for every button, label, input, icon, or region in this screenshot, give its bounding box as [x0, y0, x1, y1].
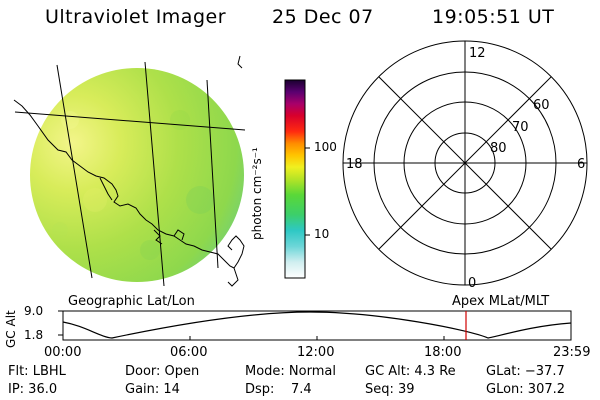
colorbar [284, 79, 310, 279]
instrument-title: Ultraviolet Imager [45, 6, 227, 28]
polar-lat-80: 80 [490, 141, 507, 156]
info-seq: Seq: 39 [365, 382, 415, 397]
observation-date: 25 Dec 07 [272, 6, 374, 28]
coastline [13, 55, 245, 287]
timeline-xtick-0600: 06:00 [170, 345, 208, 360]
info-mode: Mode: Normal [245, 364, 336, 379]
polar-lat-60: 60 [533, 98, 550, 113]
polar-plot [342, 40, 588, 286]
info-glat: GLat: −37.7 [486, 364, 565, 379]
info-gain: Gain: 14 [125, 382, 180, 397]
polar-mlt-18: 18 [346, 157, 363, 172]
polar-mlt-12: 12 [469, 46, 486, 61]
colorbar-tick-10: 10 [314, 227, 330, 241]
polar-lat-70: 70 [512, 120, 529, 135]
uv-image-disk [30, 68, 244, 282]
info-filter: Flt: LBHL [8, 364, 66, 379]
info-door: Door: Open [125, 364, 200, 379]
info-glon: GLon: 307.2 [486, 382, 566, 397]
geo-grid [14, 61, 246, 287]
info-gc-alt: GC Alt: 4.3 Re [365, 364, 456, 379]
timeline-xtick-1200: 12:00 [297, 345, 335, 360]
polar-mlt-0: 0 [468, 276, 477, 291]
info-dsp: Dsp: 7.4 [245, 382, 312, 397]
colorbar-unit-label: photon cm⁻²s⁻¹ [250, 147, 264, 240]
altitude-curve [62, 311, 572, 339]
timeline-plot [58, 310, 572, 341]
timeline-ytick-1-8: 1.8 [24, 328, 44, 342]
info-ip: IP: 36.0 [8, 382, 58, 397]
timeline-ytick-9: 9.0 [24, 304, 44, 318]
timeline-ylabel: GC Alt [4, 310, 18, 348]
observation-time: 19:05:51 UT [432, 6, 555, 28]
polar-caption: Apex MLat/MLT [452, 294, 550, 309]
timeline-xtick-2359: 23:59 [553, 345, 591, 360]
timeline-ticks [58, 310, 445, 340]
colorbar-tick-100: 100 [314, 140, 337, 154]
timeline-xtick-1800: 18:00 [424, 345, 462, 360]
polar-mlt-6: 6 [577, 157, 586, 172]
map-caption: Geographic Lat/Lon [68, 294, 195, 309]
timeline-xtick-0000: 00:00 [44, 345, 82, 360]
